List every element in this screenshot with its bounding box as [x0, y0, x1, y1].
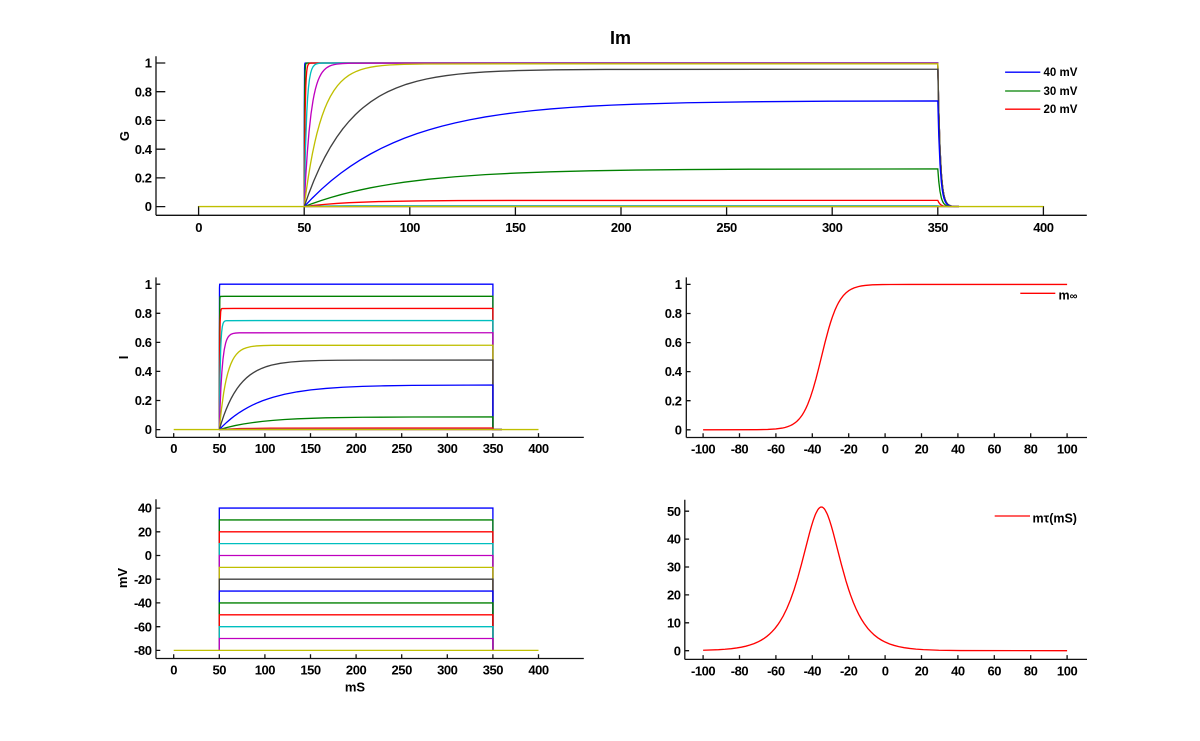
svg-text:-20: -20 [840, 442, 858, 457]
svg-text:400: 400 [528, 441, 549, 456]
svg-text:0.4: 0.4 [135, 142, 153, 157]
svg-text:100: 100 [400, 220, 421, 235]
svg-text:40: 40 [138, 501, 152, 516]
svg-text:0: 0 [882, 664, 889, 679]
svg-text:0: 0 [882, 442, 889, 457]
svg-text:10: 10 [667, 615, 681, 630]
svg-text:-40: -40 [804, 664, 822, 679]
svg-text:20: 20 [667, 588, 681, 603]
svg-text:200: 200 [611, 220, 632, 235]
svg-text:-20: -20 [840, 664, 858, 679]
svg-text:350: 350 [928, 220, 949, 235]
svg-text:250: 250 [392, 441, 413, 456]
svg-text:m∞: m∞ [1059, 289, 1078, 303]
svg-text:40 mV: 40 mV [1044, 67, 1078, 79]
svg-text:200: 200 [346, 663, 367, 678]
svg-text:250: 250 [716, 220, 737, 235]
svg-text:80: 80 [1024, 442, 1038, 457]
svg-text:1: 1 [675, 277, 682, 292]
svg-text:0: 0 [170, 441, 177, 456]
svg-text:0: 0 [145, 199, 152, 214]
svg-text:mV: mV [115, 568, 130, 589]
svg-text:I: I [116, 356, 131, 360]
svg-text:-20: -20 [134, 572, 152, 587]
svg-text:30 mV: 30 mV [1044, 86, 1078, 98]
svg-text:-80: -80 [134, 643, 152, 658]
svg-text:G: G [117, 131, 132, 141]
svg-text:0.4: 0.4 [665, 364, 683, 379]
svg-text:100: 100 [255, 441, 276, 456]
svg-text:0.2: 0.2 [135, 393, 152, 408]
svg-text:350: 350 [483, 441, 504, 456]
svg-text:300: 300 [437, 663, 458, 678]
svg-text:0: 0 [145, 422, 152, 437]
svg-text:400: 400 [528, 663, 549, 678]
svg-text:0.6: 0.6 [135, 113, 152, 128]
svg-text:0.4: 0.4 [135, 364, 153, 379]
svg-text:0: 0 [195, 220, 202, 235]
svg-text:0.2: 0.2 [135, 171, 152, 186]
svg-text:-60: -60 [767, 664, 785, 679]
svg-text:350: 350 [483, 663, 504, 678]
svg-text:50: 50 [667, 504, 681, 519]
svg-text:40: 40 [951, 664, 965, 679]
svg-text:mS: mS [345, 680, 366, 695]
svg-text:40: 40 [667, 532, 681, 547]
svg-text:0.8: 0.8 [665, 306, 682, 321]
svg-text:mτ(mS): mτ(mS) [1033, 512, 1077, 526]
svg-text:0.6: 0.6 [665, 335, 682, 350]
svg-text:50: 50 [213, 441, 227, 456]
svg-text:-80: -80 [731, 664, 749, 679]
svg-text:0: 0 [145, 548, 152, 563]
svg-text:20: 20 [915, 442, 929, 457]
svg-text:100: 100 [255, 663, 276, 678]
svg-text:100: 100 [1057, 664, 1078, 679]
svg-text:0: 0 [675, 422, 682, 437]
svg-text:0: 0 [674, 643, 681, 658]
svg-text:150: 150 [300, 441, 321, 456]
svg-text:0: 0 [170, 663, 177, 678]
svg-text:Im: Im [610, 28, 631, 48]
svg-text:-80: -80 [731, 442, 749, 457]
svg-text:150: 150 [505, 220, 526, 235]
svg-text:100: 100 [1057, 442, 1078, 457]
svg-text:50: 50 [297, 220, 311, 235]
svg-text:300: 300 [437, 441, 458, 456]
svg-text:0.6: 0.6 [135, 335, 152, 350]
svg-text:20: 20 [915, 664, 929, 679]
svg-text:60: 60 [988, 442, 1002, 457]
svg-text:0.8: 0.8 [135, 84, 152, 99]
svg-text:250: 250 [392, 663, 413, 678]
svg-text:-60: -60 [134, 619, 152, 634]
svg-text:60: 60 [988, 664, 1002, 679]
svg-text:400: 400 [1033, 220, 1054, 235]
svg-text:150: 150 [300, 663, 321, 678]
svg-text:50: 50 [213, 663, 227, 678]
svg-text:-60: -60 [767, 442, 785, 457]
svg-text:20: 20 [138, 524, 152, 539]
svg-text:80: 80 [1024, 664, 1038, 679]
svg-text:20 mV: 20 mV [1044, 104, 1078, 116]
svg-text:-100: -100 [691, 442, 715, 457]
svg-text:300: 300 [822, 220, 843, 235]
svg-text:1: 1 [145, 277, 152, 292]
svg-text:0.2: 0.2 [665, 393, 682, 408]
svg-text:40: 40 [951, 442, 965, 457]
svg-text:0.8: 0.8 [135, 306, 152, 321]
svg-text:-100: -100 [691, 664, 715, 679]
svg-text:200: 200 [346, 441, 367, 456]
svg-text:30: 30 [667, 560, 681, 575]
svg-text:1: 1 [145, 56, 152, 71]
svg-text:-40: -40 [804, 442, 822, 457]
svg-text:-40: -40 [134, 596, 152, 611]
